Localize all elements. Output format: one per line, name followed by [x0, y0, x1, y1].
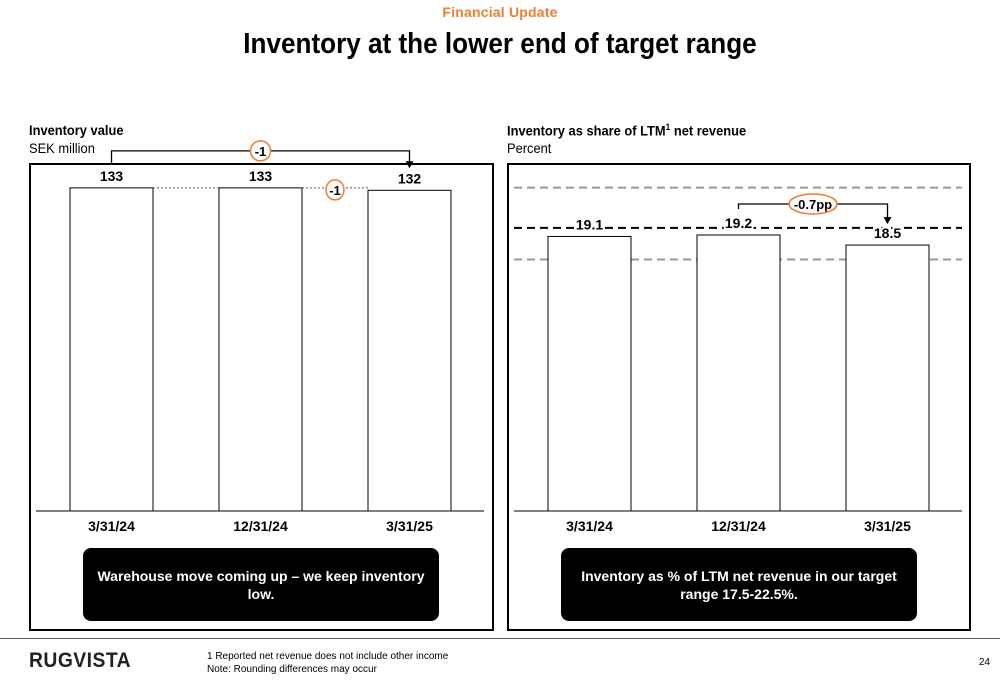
slide-title: Inventory at the lower end of target ran…	[243, 28, 757, 60]
right-chart-title-main: Inventory as share of LTM	[507, 122, 666, 139]
left-chart-title: Inventory value	[29, 122, 124, 138]
x-tick-label: 3/31/24	[88, 518, 135, 534]
footnote-rounding: Note: Rounding differences may occur	[207, 664, 377, 675]
change-label: -1	[255, 144, 267, 159]
inventory-share-chart: 19.1 3/31/24 19.2 12/31/24 18.5 3/31/25 -0.7pp	[514, 186, 962, 534]
left-callout: Warehouse move coming up – we keep inven…	[83, 548, 439, 621]
x-tick-label: 3/31/25	[864, 518, 911, 534]
bar-12-31-24	[696, 234, 781, 512]
left-chart-frame	[29, 163, 494, 631]
data-label: 133	[249, 168, 273, 184]
data-label: 133	[100, 168, 124, 184]
step-bubble	[325, 179, 345, 201]
x-tick-label: 12/31/24	[711, 518, 766, 534]
bar-3-31-25	[367, 189, 452, 512]
x-tick-label: 3/31/25	[386, 518, 433, 534]
data-label: 18.5	[874, 225, 901, 241]
bar-3-31-24	[69, 187, 154, 512]
change-bubble	[788, 193, 838, 215]
right-chart-subtitle: Percent	[507, 140, 552, 156]
bar-3-31-25	[845, 244, 930, 512]
right-chart-title-tail: net revenue	[670, 122, 747, 139]
x-tick-label: 3/31/24	[566, 518, 613, 534]
right-chart-frame	[507, 163, 971, 631]
bar-12-31-24	[218, 187, 303, 512]
section-label: Financial Update	[442, 4, 558, 20]
step-label: -1	[329, 183, 341, 198]
rugvista-logo: RUGVISTA	[29, 649, 132, 672]
right-chart-title: Inventory as share of LTM1 net revenue	[507, 122, 746, 139]
change-bubble	[249, 140, 272, 162]
page-number: 24	[978, 657, 990, 668]
change-arrowhead	[883, 217, 892, 225]
left-chart-subtitle: SEK million	[29, 140, 95, 156]
change-arrowhead	[405, 161, 414, 169]
data-label: 132	[398, 170, 422, 186]
bar-3-31-24	[547, 235, 632, 512]
change-label: -0.7pp	[794, 197, 832, 212]
inventory-value-chart: 133 3/31/24 133 12/31/24 132 3/31/25 -1 -1	[36, 140, 484, 534]
right-chart-title-footnote-marker: 1	[665, 122, 671, 132]
x-tick-label: 12/31/24	[233, 518, 288, 534]
data-label: 19.1	[576, 216, 603, 232]
data-label: 19.2	[725, 215, 752, 231]
right-callout: Inventory as % of LTM net revenue in our…	[561, 548, 917, 621]
footer-divider	[0, 638, 1000, 639]
footnote-revenue: 1 Reported net revenue does not include …	[207, 651, 449, 662]
